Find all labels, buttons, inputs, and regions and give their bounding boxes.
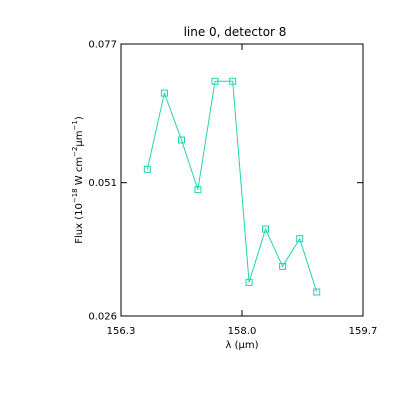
data-point — [279, 262, 287, 270]
data-point — [211, 77, 219, 85]
data-point — [194, 186, 202, 194]
x-tick-label: 156.3 — [107, 326, 136, 337]
x-axis: 156.3 158.0 159.7 — [107, 44, 378, 337]
chart-title: line 0, detector 8 — [184, 25, 287, 39]
data-point — [245, 278, 253, 286]
y-tick-label: 0.026 — [88, 312, 117, 323]
x-tick-label: 158.0 — [228, 326, 257, 337]
x-axis-label: λ (μm) — [225, 340, 258, 351]
y-tick-label: 0.077 — [88, 40, 117, 51]
data-point — [143, 165, 151, 173]
data-point — [262, 225, 269, 233]
data-point — [229, 77, 237, 85]
series-line — [146, 80, 318, 293]
data-point — [160, 89, 168, 97]
series-group — [143, 77, 321, 296]
x-tick-label: 159.7 — [349, 326, 378, 337]
y-tick-label: 0.051 — [88, 178, 117, 189]
data-point — [296, 235, 304, 243]
plot-frame — [120, 43, 364, 317]
data-point — [178, 136, 185, 144]
y-axis: 0.026 0.051 0.077 — [88, 40, 363, 323]
y-axis-label: Flux (10−18 W cm−2μm−1) — [71, 116, 85, 244]
data-point — [313, 288, 321, 296]
